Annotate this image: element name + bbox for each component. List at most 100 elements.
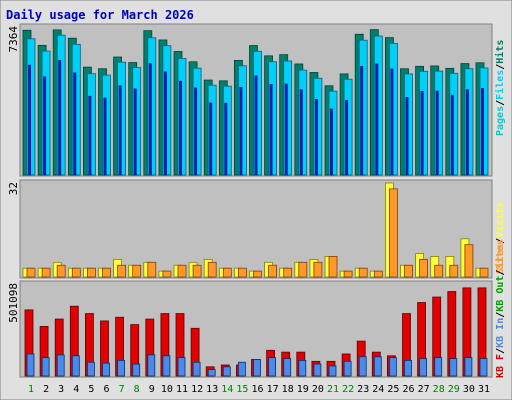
legend-pages: Pages — [495, 106, 506, 136]
bar-pages-day-5 — [88, 95, 92, 175]
bar-kbin-day-5 — [87, 361, 95, 377]
bar-sites-day-8 — [132, 264, 142, 278]
bar-sites-day-12 — [192, 264, 202, 278]
bar-sites-day-24 — [373, 270, 383, 278]
bar-kbin-day-22 — [343, 360, 352, 377]
panel-visits: 32 Sites/Visits — [7, 179, 506, 279]
x-tick-day-17: 17 — [267, 384, 279, 395]
bar-sites-day-3 — [56, 264, 66, 278]
bar-kbin-day-9 — [147, 354, 156, 377]
bar-sites-day-17 — [268, 264, 278, 278]
x-tick-day-28: 28 — [433, 384, 445, 395]
x-tick-day-2: 2 — [43, 384, 49, 395]
x-tick-day-24: 24 — [372, 384, 384, 395]
bar-sites-day-23 — [358, 267, 368, 278]
bar-sites-day-31 — [479, 267, 489, 278]
bar-kbin-day-7 — [117, 359, 125, 377]
bar-pages-day-9 — [148, 63, 152, 175]
bar-kbin-day-16 — [253, 359, 261, 377]
bar-pages-day-6 — [103, 97, 107, 175]
bar-kbin-day-18 — [283, 358, 292, 377]
bar-kbin-day-12 — [192, 361, 201, 377]
bar-kbin-day-17 — [268, 357, 277, 377]
x-tick-day-11: 11 — [176, 384, 188, 395]
bar-pages-day-12 — [194, 87, 198, 175]
bar-pages-day-2 — [43, 76, 47, 175]
bar-pages-day-23 — [360, 65, 364, 175]
bar-pages-day-20 — [314, 99, 318, 175]
ymax-label-kbytes: 501098 — [7, 283, 20, 323]
bar-sites-day-6 — [102, 267, 111, 278]
bar-kbin-day-20 — [313, 363, 322, 377]
bar-sites-day-2 — [41, 267, 51, 278]
bar-kbin-day-21 — [328, 365, 337, 377]
x-tick-day-7: 7 — [119, 384, 125, 395]
bar-sites-day-30 — [464, 244, 474, 278]
x-tick-day-31: 31 — [478, 384, 490, 395]
x-tick-day-4: 4 — [73, 384, 79, 395]
x-tick-day-8: 8 — [134, 384, 140, 395]
bar-kbin-day-15 — [237, 361, 246, 377]
legend-hits: Hits — [494, 40, 506, 64]
bar-pages-day-25 — [390, 68, 394, 175]
bar-pages-day-27 — [420, 90, 424, 175]
chart-title: Daily usage for March 2026 — [6, 8, 194, 22]
legend-separator: / — [495, 64, 506, 70]
bar-pages-day-3 — [58, 60, 62, 175]
legend-sites: Sites — [494, 239, 506, 269]
bar-pages-day-16 — [254, 75, 258, 175]
x-axis-days: 1 2 3 4 5 6 7 8 9 10 11 12 13 14 15 16 17 18 19 20 21 22 23 24 2… — [28, 384, 490, 395]
bar-kbin-day-28 — [434, 357, 443, 377]
bar-kbin-day-24 — [373, 356, 382, 377]
legend-separator: / — [495, 270, 506, 276]
legend-separator: / — [495, 238, 506, 244]
bar-pages-day-13 — [209, 102, 213, 175]
bar-pages-day-11 — [179, 80, 182, 175]
x-tick-day-5: 5 — [88, 384, 94, 395]
bar-sites-day-11 — [177, 264, 187, 278]
x-tick-day-16: 16 — [251, 384, 263, 395]
bar-kbin-day-27 — [419, 358, 428, 377]
bar-sites-day-26 — [404, 264, 413, 278]
x-tick-day-22: 22 — [342, 384, 354, 395]
bar-sites-day-16 — [253, 270, 262, 278]
x-tick-day-26: 26 — [402, 384, 414, 395]
bar-pages-day-31 — [481, 87, 484, 175]
bar-sites-day-21 — [328, 256, 338, 278]
legend-separator: / — [495, 100, 506, 106]
panel-kbytes: 501098 KB F/KB In/KB Out/Sites — [7, 239, 506, 378]
panel-hits: 7364 Pages/Files/Hits — [7, 23, 506, 177]
bar-sites-day-1 — [26, 267, 36, 278]
bar-pages-day-18 — [284, 83, 288, 175]
bar-kbin-day-8 — [132, 363, 141, 377]
x-tick-day-10: 10 — [161, 384, 173, 395]
bar-kbin-day-2 — [41, 357, 50, 377]
bar-kbin-day-1 — [26, 353, 35, 377]
legend-sites: Sites — [494, 244, 506, 274]
x-tick-day-20: 20 — [312, 384, 324, 395]
legend-visits: Visits — [494, 202, 506, 238]
bar-pages-day-28 — [435, 90, 439, 175]
bar-sites-day-25 — [388, 188, 398, 278]
x-tick-day-18: 18 — [282, 384, 294, 395]
bar-pages-day-7 — [118, 85, 122, 175]
svg-text:KB F/KB In/KB Out/Sites: KB F/KB In/KB Out/Sites — [494, 239, 506, 378]
legend-files: Files — [494, 70, 506, 100]
bar-kbin-day-10 — [162, 355, 171, 377]
bar-sites-day-9 — [147, 261, 157, 278]
bar-pages-day-29 — [450, 94, 454, 175]
x-tick-day-27: 27 — [418, 384, 430, 395]
bar-pages-day-8 — [133, 88, 137, 175]
x-tick-day-14: 14 — [221, 384, 233, 395]
x-tick-day-9: 9 — [149, 384, 155, 395]
bar-pages-day-17 — [269, 83, 273, 175]
legend-separator: / — [495, 348, 506, 354]
bar-sites-day-14 — [222, 267, 232, 278]
bar-pages-day-22 — [345, 100, 349, 175]
bar-pages-day-14 — [224, 102, 228, 175]
bar-pages-day-4 — [73, 72, 77, 175]
bar-sites-day-20 — [313, 261, 323, 278]
x-tick-day-1: 1 — [28, 384, 34, 395]
bar-sites-day-27 — [419, 258, 429, 278]
bar-kbin-day-14 — [222, 366, 231, 377]
